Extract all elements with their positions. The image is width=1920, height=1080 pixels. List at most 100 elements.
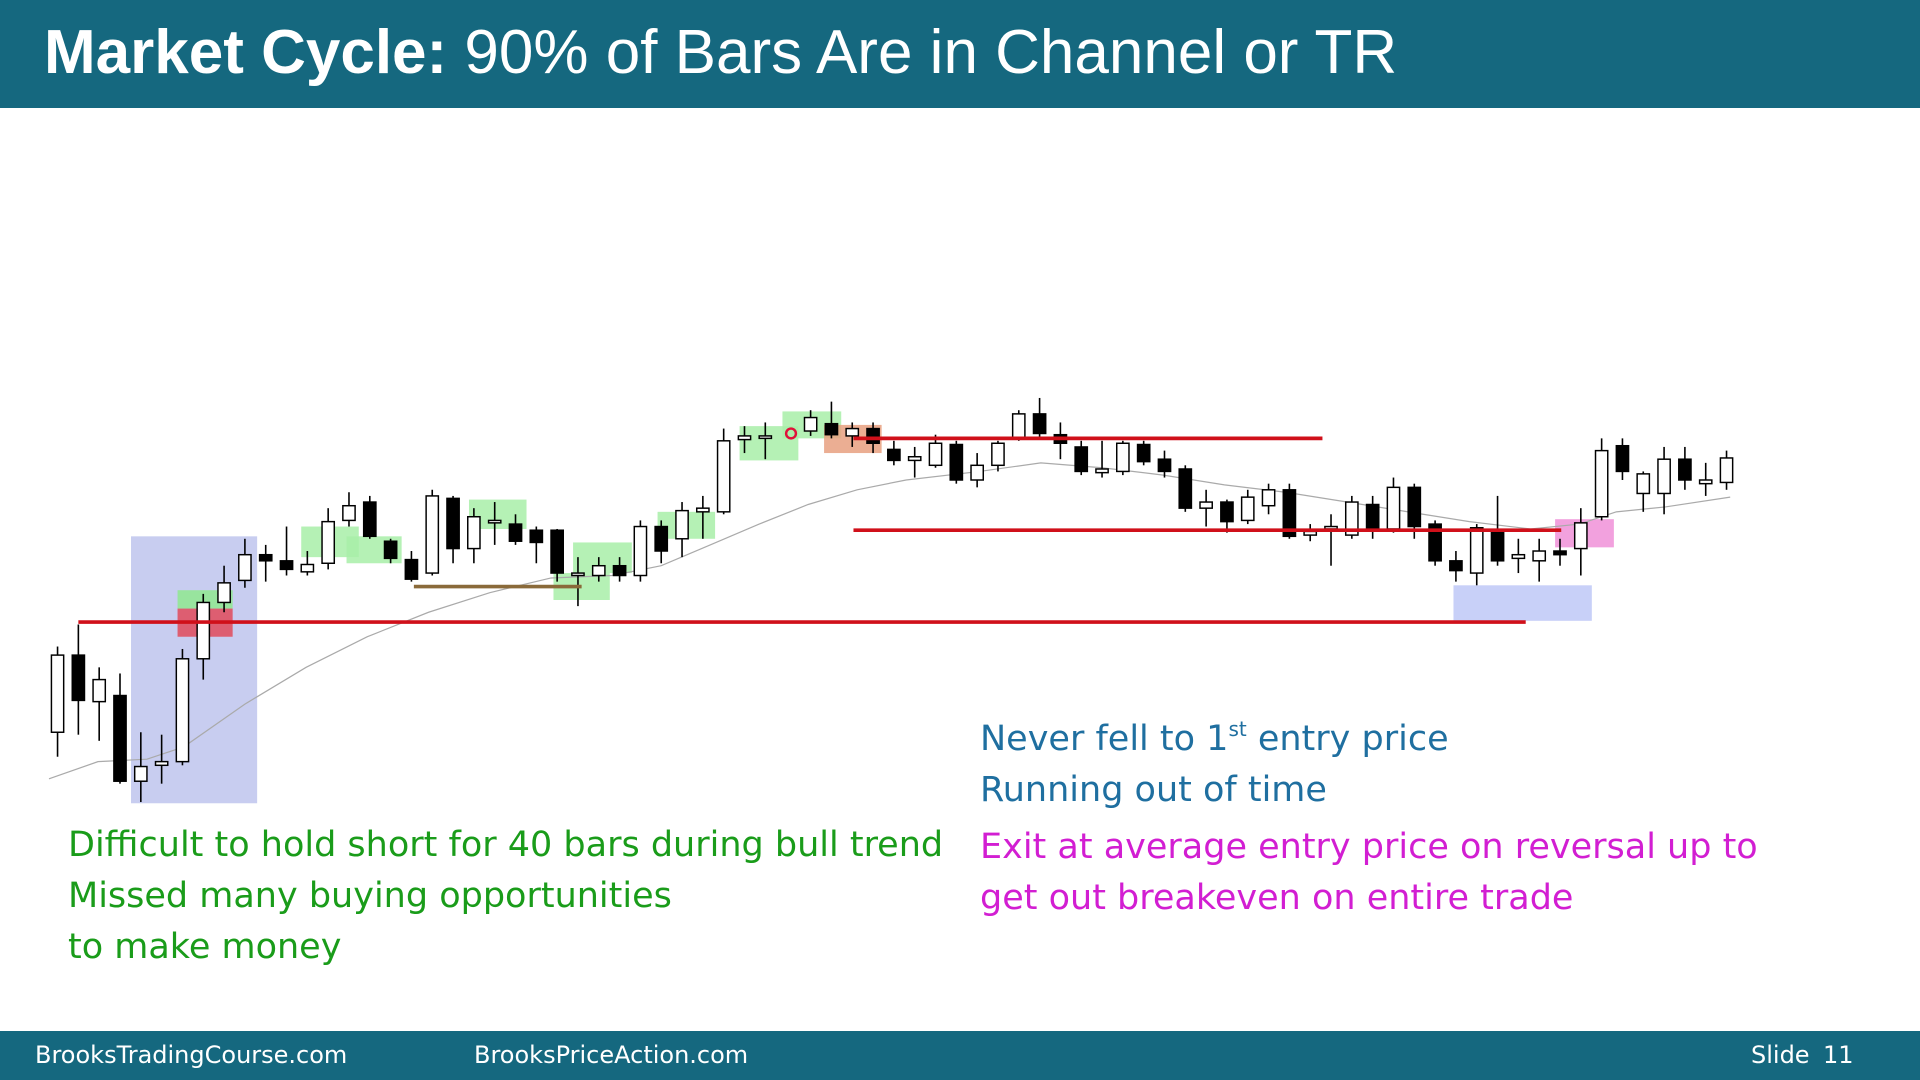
title: 90% of Bars Are in Channel or TR xyxy=(464,18,1398,87)
candle-body xyxy=(949,443,964,481)
candle-body xyxy=(1657,458,1671,495)
candle xyxy=(803,410,818,436)
candle-body xyxy=(258,553,273,562)
candle-body xyxy=(1095,468,1109,474)
candle-body xyxy=(1344,501,1359,536)
candle-body xyxy=(1240,496,1255,522)
candle xyxy=(258,544,273,582)
candle xyxy=(1657,446,1671,515)
candle-body xyxy=(404,558,419,580)
candle xyxy=(383,538,398,564)
candle xyxy=(362,495,377,539)
candle-body xyxy=(154,760,169,767)
candle-body xyxy=(321,520,336,564)
candle xyxy=(1594,438,1609,521)
candle xyxy=(1261,483,1276,515)
candle-body xyxy=(1428,523,1442,562)
candle-body xyxy=(1636,473,1651,495)
slide-number: 11 xyxy=(1823,1041,1854,1069)
candle xyxy=(970,453,984,488)
slide-label: Slide xyxy=(1751,1041,1810,1069)
candle xyxy=(1157,450,1172,478)
candle-body xyxy=(1178,468,1193,509)
candle-body xyxy=(113,694,127,782)
candle xyxy=(1365,495,1380,539)
candle-body xyxy=(50,654,65,733)
candle-body xyxy=(654,525,669,552)
candle-body xyxy=(1261,489,1276,507)
candle xyxy=(300,551,315,576)
candle xyxy=(321,508,336,570)
candle-body xyxy=(1282,489,1297,538)
note-line: Difficult to hold short for 40 bars duri… xyxy=(68,825,944,865)
candle-body xyxy=(217,582,231,604)
candle xyxy=(92,667,107,741)
candle xyxy=(279,526,294,576)
candle-body xyxy=(71,654,86,702)
candle xyxy=(1240,489,1255,525)
candle-body xyxy=(970,464,984,481)
candle-body xyxy=(446,497,460,550)
candle-body xyxy=(928,442,943,467)
candle xyxy=(612,557,627,582)
candle-body xyxy=(1199,501,1213,509)
candle xyxy=(1220,499,1234,533)
candle xyxy=(1032,397,1047,438)
candle xyxy=(949,440,964,484)
candle-body xyxy=(1220,501,1234,523)
notes-right-magenta: Exit at average entry price on reversal … xyxy=(980,822,1758,924)
candle xyxy=(467,508,481,564)
candle-body xyxy=(991,442,1005,467)
candle-body xyxy=(696,507,710,513)
candle-body xyxy=(487,519,502,524)
candle-body xyxy=(1386,486,1401,530)
candle xyxy=(1344,495,1359,539)
candle-body xyxy=(1074,446,1089,473)
note-line: Exit at average entry price on reversal … xyxy=(980,827,1758,867)
notes-right-blue: Never fell to 1st entry price Running ou… xyxy=(980,714,1449,816)
candle xyxy=(1074,440,1089,476)
candle xyxy=(716,428,731,515)
candle xyxy=(654,520,669,564)
candle-body xyxy=(571,572,585,577)
candle xyxy=(1636,471,1651,512)
candle xyxy=(196,593,211,680)
candle xyxy=(1573,508,1588,576)
candle xyxy=(1324,514,1338,566)
candle xyxy=(425,489,440,576)
candle xyxy=(550,528,564,582)
candle xyxy=(446,495,460,564)
candle xyxy=(845,422,860,447)
candle xyxy=(1011,410,1026,441)
candle xyxy=(1303,524,1318,542)
candle xyxy=(133,732,148,803)
footer-link: BrooksPriceAction.com xyxy=(474,1041,749,1069)
candle xyxy=(1428,520,1442,566)
candlesticks xyxy=(50,397,1734,803)
candle xyxy=(175,648,190,766)
candle xyxy=(571,557,585,607)
footer: BrooksTradingCourse.com BrooksPriceActio… xyxy=(0,1031,1920,1080)
note-line: get out breakeven on entire trade xyxy=(980,878,1574,918)
candle-body xyxy=(342,504,356,522)
candle-body xyxy=(866,427,880,444)
candle xyxy=(487,502,502,545)
footer-link: BrooksTradingCourse.com xyxy=(35,1041,348,1069)
candle xyxy=(758,422,773,460)
candle-body xyxy=(133,765,148,782)
candle xyxy=(1449,551,1463,582)
candle xyxy=(1053,422,1068,460)
candle-body xyxy=(300,563,315,573)
candle-body xyxy=(1469,527,1484,574)
candle xyxy=(113,673,127,784)
candle-body xyxy=(238,553,252,582)
candle xyxy=(591,557,606,582)
candle-body xyxy=(591,564,606,577)
candle xyxy=(1469,524,1484,586)
candle xyxy=(887,440,901,466)
moving-average xyxy=(48,462,1731,780)
candle xyxy=(1553,538,1567,566)
header: Market Cycle: 90% of Bars Are in Channel… xyxy=(0,0,1920,108)
candle-body xyxy=(1553,550,1567,556)
